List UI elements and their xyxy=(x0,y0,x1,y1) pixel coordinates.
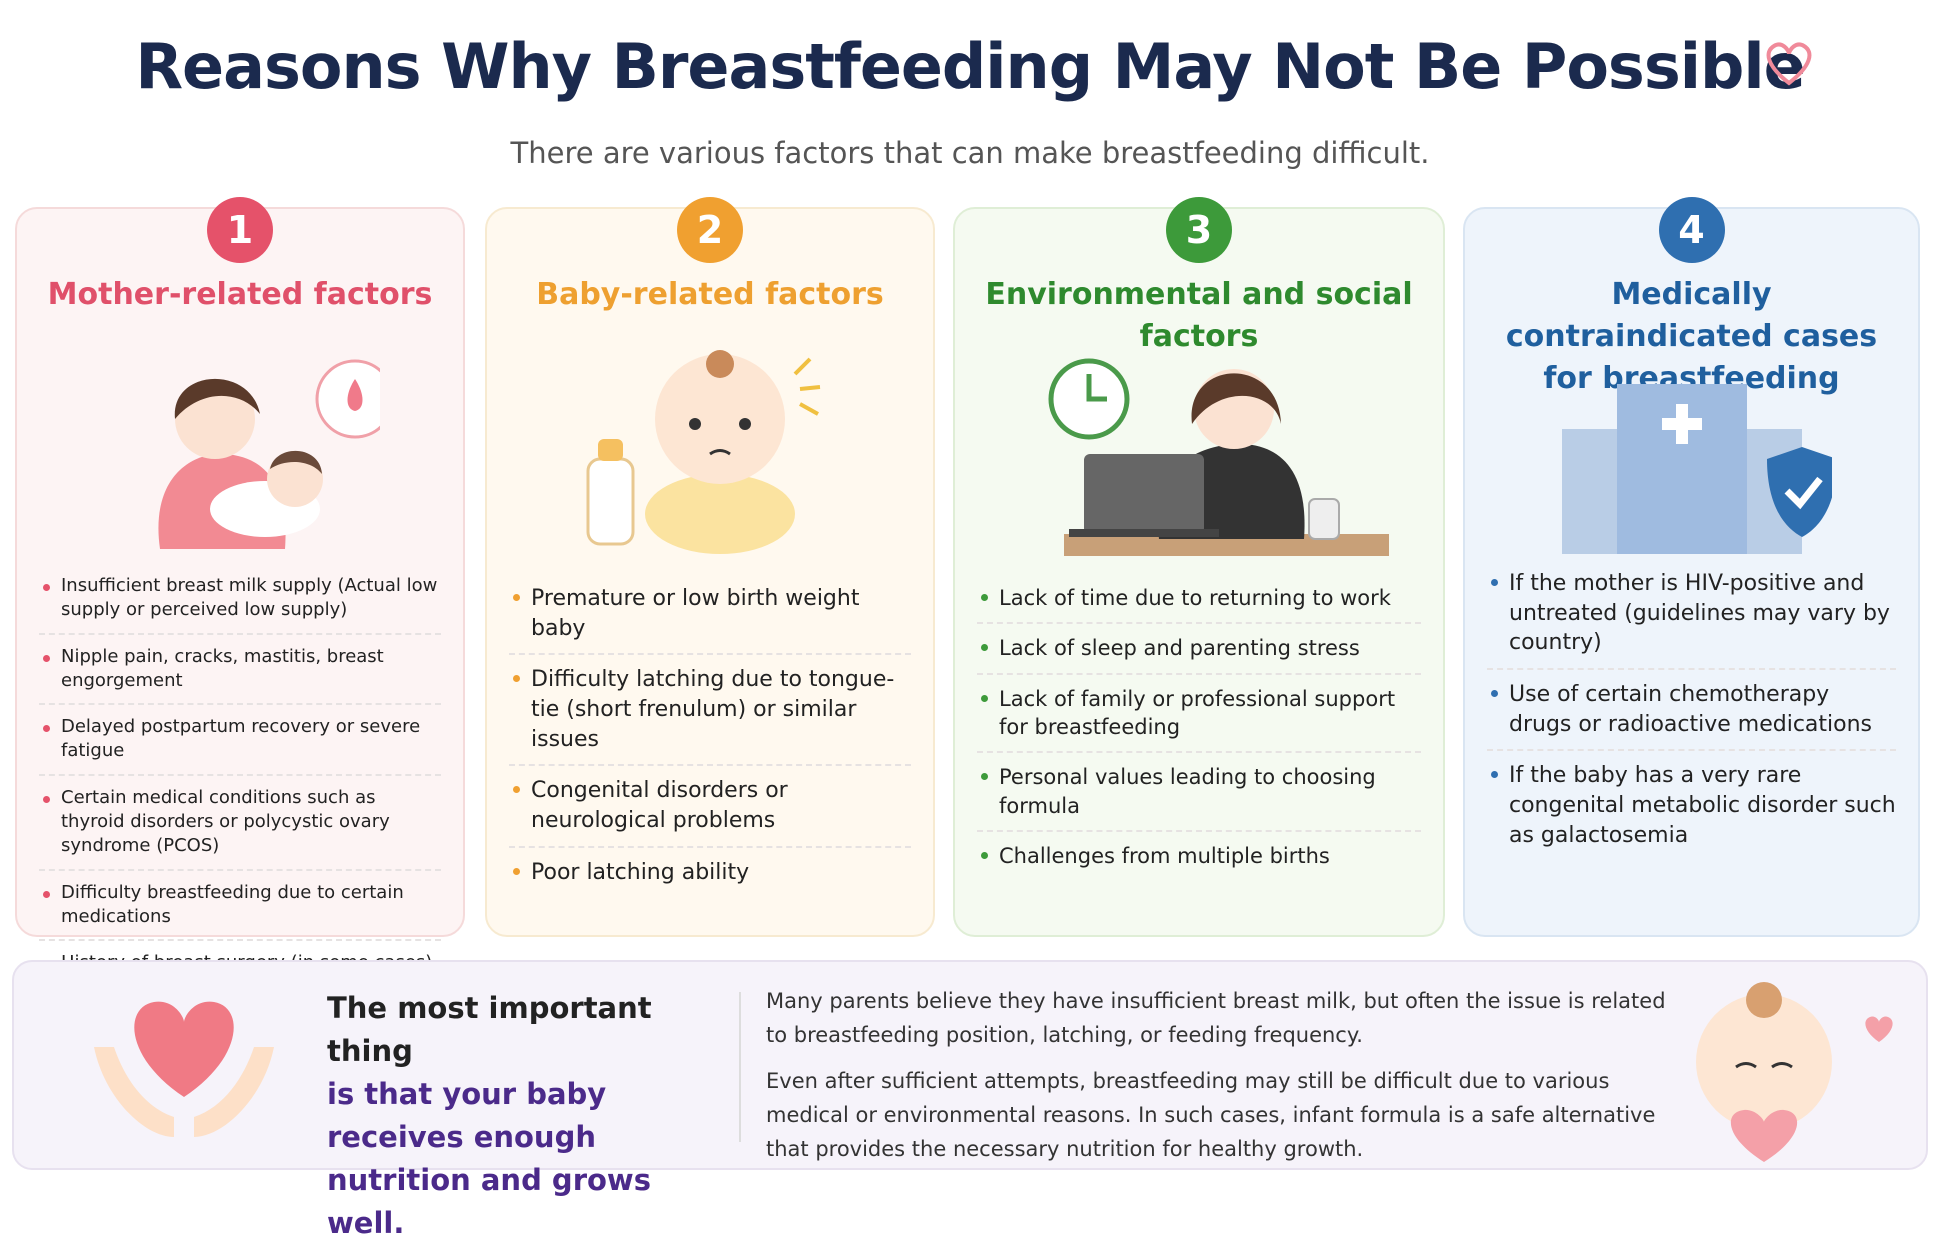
item-list: Lack of time due to returning to work Lac… xyxy=(977,574,1421,880)
card-heading: Mother-related factors xyxy=(47,277,433,312)
card-heading: Baby-related factors xyxy=(536,277,884,312)
list-item: Lack of sleep and parenting stress xyxy=(977,624,1421,675)
list-item: Use of certain chemotherapy drugs or rad… xyxy=(1487,670,1896,752)
card-number: 3 xyxy=(1166,197,1232,263)
heart-hands xyxy=(94,1001,274,1137)
card-number: 1 xyxy=(207,197,273,263)
list-item: If the baby has a very rare congenital m… xyxy=(1487,751,1896,860)
card-mother: 1 Mother-related factors Insufficient br… xyxy=(15,197,465,973)
paragraph: Many parents believe they have insuffici… xyxy=(766,989,1666,1047)
item-list: Insufficient breast milk supply (Actual … xyxy=(39,564,441,986)
highlight-text: is that your baby receives enough nutrit… xyxy=(327,1077,651,1240)
divider xyxy=(739,992,741,1142)
list-item: Lack of time due to returning to work xyxy=(977,574,1421,625)
list-item: Personal values leading to choosing form… xyxy=(977,753,1421,833)
illustration xyxy=(1048,358,1389,556)
illustration xyxy=(1561,384,1832,554)
list-item: Difficulty breastfeeding due to certain … xyxy=(39,871,441,942)
item-list: Premature or low birth weight baby Diffic… xyxy=(509,574,911,898)
list-item: Insufficient breast milk supply (Actual … xyxy=(39,564,441,635)
title: Reasons Why Breastfeeding May Not Be Pos… xyxy=(135,30,1805,103)
list-item: Difficulty latching due to tongue-tie (s… xyxy=(509,655,911,767)
highlight: The most important thing is that your ba… xyxy=(327,987,727,1245)
card-heading: Environmental and social factors xyxy=(985,277,1413,354)
card-baby: 2 Baby-related factors Premature or low … xyxy=(485,197,935,937)
card-number: 4 xyxy=(1658,197,1725,263)
list-item: Challenges from multiple births xyxy=(977,832,1421,880)
paragraph: Even after sufficient attempts, breastfe… xyxy=(766,1069,1656,1161)
page: Reasons Why Breastfeeding May Not Be Pos… xyxy=(12,30,1928,1240)
illustration xyxy=(586,350,821,554)
heart-icon xyxy=(1766,42,1812,86)
list-item: Congenital disorders or neurological pro… xyxy=(509,766,911,848)
item-list: If the mother is HIV-positive and untrea… xyxy=(1487,559,1896,861)
summary-panel: The most important thing is that your ba… xyxy=(12,960,1928,1240)
list-item: Delayed postpartum recovery or severe fa… xyxy=(39,705,441,776)
card-number: 2 xyxy=(677,197,743,263)
list-item: Nipple pain, cracks, mastitis, breast en… xyxy=(39,635,441,706)
card-environment: 3 Environmental and social factors Lack … xyxy=(953,197,1445,937)
card-heading: Medically contraindicated cases for brea… xyxy=(1505,277,1878,438)
list-item: Premature or low birth weight baby xyxy=(509,574,911,656)
highlight-lead: The most important thing xyxy=(327,991,652,1068)
baby-illustration xyxy=(1696,982,1893,1162)
paragraphs: Many parents believe they have insuffici… xyxy=(766,984,1686,1178)
list-item: Lack of family or professional support f… xyxy=(977,675,1421,754)
card-medical: 4 Medically contraindicated cases for br… xyxy=(1463,197,1920,937)
list-item: If the mother is HIV-positive and untrea… xyxy=(1487,559,1896,671)
subtitle: There are various factors that can make … xyxy=(510,136,1430,170)
list-item: Poor latching ability xyxy=(509,848,911,898)
illustration xyxy=(158,359,380,549)
list-item: Certain medical conditions such as thyro… xyxy=(39,776,441,871)
